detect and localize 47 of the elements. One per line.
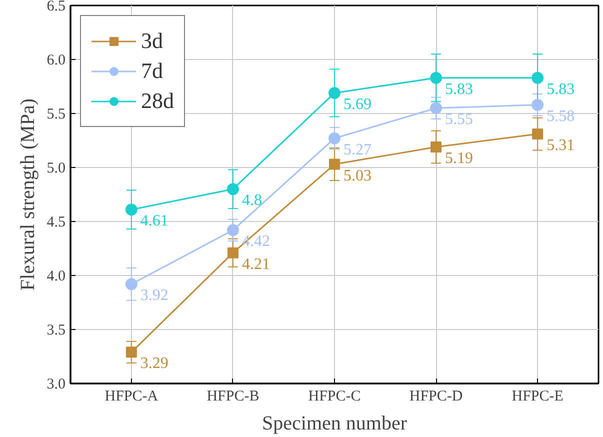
- x-tick-label: HFPC-E: [512, 388, 564, 404]
- x-axis-title: Specimen number: [262, 412, 408, 434]
- x-tick-label: HFPC-D: [409, 388, 463, 404]
- y-axis-title: Flexural strength (MPa): [16, 98, 39, 291]
- point: [227, 247, 238, 258]
- y-tick-label: 6.0: [46, 52, 66, 68]
- data-label: 3.92: [140, 287, 168, 304]
- data-label: 5.27: [344, 141, 372, 158]
- y-tick-label: 3.0: [46, 376, 66, 392]
- y-tick-label: 5.0: [46, 160, 66, 176]
- legend-label: 28d: [141, 87, 174, 115]
- y-tick-label: 5.5: [46, 106, 66, 122]
- point: [532, 72, 544, 84]
- legend-label: 7d: [141, 57, 163, 85]
- data-label: 5.83: [445, 80, 474, 98]
- data-label: 5.83: [546, 80, 575, 98]
- y-tick-label: 4.5: [46, 214, 66, 230]
- point: [328, 132, 340, 144]
- x-tick-label: HFPC-C: [308, 388, 361, 404]
- point: [125, 278, 138, 290]
- data-label: 5.58: [546, 108, 575, 125]
- point: [328, 86, 340, 99]
- point: [226, 183, 239, 196]
- point: [430, 141, 442, 152]
- point: [532, 98, 544, 111]
- point: [430, 72, 442, 84]
- point: [125, 204, 138, 216]
- data-label: 3.29: [140, 355, 168, 372]
- x-tick-label: HFPC-A: [104, 388, 158, 404]
- data-label: 5.55: [445, 111, 474, 128]
- point: [329, 158, 340, 170]
- data-label: 4.21: [242, 256, 270, 273]
- legend-label: 3d: [141, 27, 163, 55]
- data-label: 4.8: [242, 192, 262, 210]
- x-tick-label: HFPC-B: [206, 388, 260, 404]
- data-label: 5.69: [344, 96, 372, 113]
- point: [226, 224, 239, 236]
- y-tick-label: 3.5: [46, 322, 66, 338]
- data-label: 5.19: [445, 150, 474, 167]
- data-label: 5.31: [546, 137, 575, 154]
- y-tick-label: 6.5: [46, 0, 66, 14]
- point: [532, 128, 544, 140]
- data-label: 5.03: [344, 167, 372, 184]
- y-tick-label: 4.0: [46, 268, 66, 284]
- data-label: 4.61: [140, 212, 168, 230]
- point: [126, 346, 137, 358]
- point: [430, 102, 442, 114]
